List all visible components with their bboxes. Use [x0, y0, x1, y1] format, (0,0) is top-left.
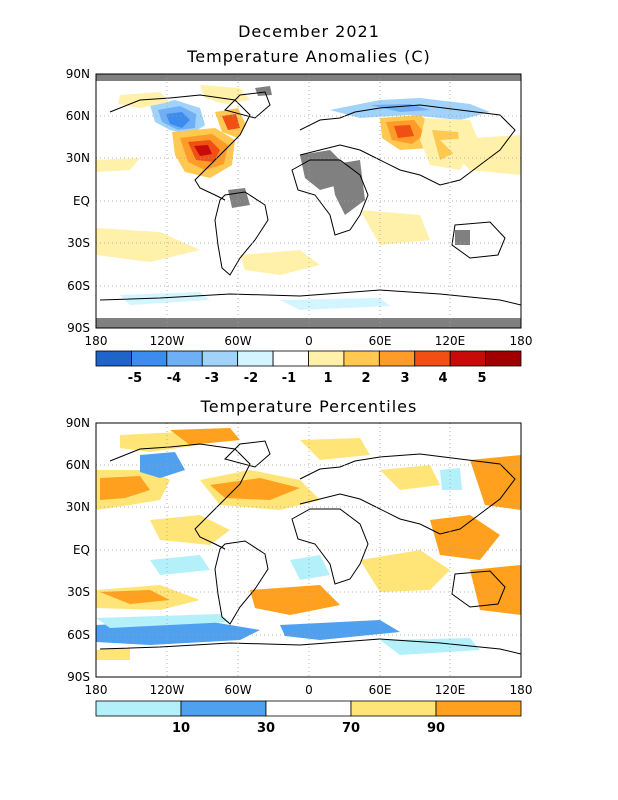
percentile-colorbar-swatch: [95, 700, 182, 717]
percentile-colorbar-swatch: [180, 700, 267, 717]
anomaly-colorbar-swatch: [95, 350, 132, 367]
lon-label-0: 0: [305, 683, 313, 697]
lat-label-90n: 90N: [66, 67, 90, 81]
percentile-lat-labels: 90N 60N 30N EQ 30S 60S 90S: [66, 416, 90, 684]
anomaly-colorbar-swatch: [485, 350, 522, 367]
anomaly-cb-label: -2: [244, 371, 258, 386]
lat-label-30s: 30S: [67, 236, 90, 250]
anomaly-colorbar-swatch: [308, 350, 345, 367]
percentile-cb-label: 90: [427, 721, 445, 736]
anomaly-colorbar-swatch: [237, 350, 274, 367]
lat-label-eq: EQ: [73, 543, 90, 557]
anomaly-colorbar-swatch: [201, 350, 239, 367]
percentile-colorbar-labels: 10 30 70 90: [172, 721, 445, 736]
lon-label-60e: 60E: [369, 334, 392, 348]
lon-label-180w: 180: [85, 683, 108, 697]
anomaly-colorbar-swatch: [131, 350, 168, 367]
percentile-colorbar-swatch: [350, 700, 437, 717]
lon-label-60w: 60W: [224, 334, 251, 348]
lat-label-60s: 60S: [67, 279, 90, 293]
lon-label-180e: 180: [510, 683, 533, 697]
lat-label-90s: 90S: [67, 670, 90, 684]
panel2-title: Temperature Percentiles: [200, 397, 418, 416]
anomaly-cb-label: 4: [438, 371, 447, 386]
percentile-cb-label: 10: [172, 721, 190, 736]
anomaly-colorbar-swatch: [343, 350, 380, 367]
percentile-map: [95, 422, 522, 678]
anomaly-colorbar-swatch: [166, 350, 203, 367]
percentile-cb-label: 70: [342, 721, 360, 736]
anomaly-cb-label: 5: [477, 371, 486, 386]
percentile-cb-label: 30: [257, 721, 275, 736]
lon-label-0: 0: [305, 334, 313, 348]
percentile-colorbar: [95, 700, 522, 717]
lat-label-30n: 30N: [66, 151, 90, 165]
percentile-colorbar-swatch: [435, 700, 522, 717]
anomaly-colorbar-swatch: [272, 350, 309, 367]
lon-label-120w: 120W: [150, 683, 185, 697]
lon-label-180w: 180: [85, 334, 108, 348]
lat-label-30n: 30N: [66, 500, 90, 514]
anomaly-cb-label: -3: [205, 371, 219, 386]
lat-label-90n: 90N: [66, 416, 90, 430]
anomaly-cb-label: 3: [400, 371, 409, 386]
lat-label-60n: 60N: [66, 458, 90, 472]
lon-label-120e: 120E: [435, 683, 466, 697]
lat-label-60s: 60S: [67, 628, 90, 642]
anomaly-cb-label: -4: [167, 371, 181, 386]
anomaly-cb-label: 2: [361, 371, 370, 386]
lat-label-30s: 30S: [67, 585, 90, 599]
lon-label-120e: 120E: [435, 334, 466, 348]
percentile-lon-labels: 180 120W 60W 0 60E 120E 180: [85, 683, 533, 697]
anomaly-cb-label: 1: [323, 371, 332, 386]
anomaly-colorbar-swatch: [378, 350, 416, 367]
month-title: December 2021: [238, 22, 380, 41]
anomaly-colorbar: [95, 350, 522, 367]
anomaly-colorbar-swatch: [414, 350, 451, 367]
lat-label-90s: 90S: [67, 321, 90, 335]
anomaly-cb-label: -5: [128, 371, 142, 386]
anomaly-lon-labels: 180 120W 60W 0 60E 120E 180: [85, 334, 533, 348]
lon-label-180e: 180: [510, 334, 533, 348]
lon-label-60e: 60E: [369, 683, 392, 697]
lon-label-60w: 60W: [224, 683, 251, 697]
lat-label-eq: EQ: [73, 194, 90, 208]
panel1-title: Temperature Anomalies (C): [187, 47, 431, 66]
anomaly-colorbar-swatch: [449, 350, 486, 367]
anomaly-colorbar-labels: -5 -4 -3 -2 -1 1 2 3 4 5: [128, 371, 487, 386]
percentile-colorbar-swatch: [265, 700, 352, 717]
anomaly-cb-label: -1: [282, 371, 296, 386]
anomaly-lat-labels: 90N 60N 30N EQ 30S 60S 90S: [66, 67, 90, 335]
anomaly-map: [95, 73, 522, 329]
lon-label-120w: 120W: [150, 334, 185, 348]
lat-label-60n: 60N: [66, 109, 90, 123]
